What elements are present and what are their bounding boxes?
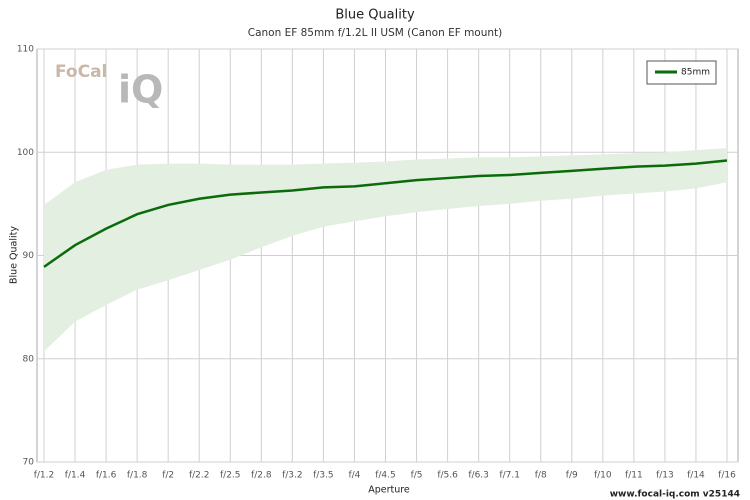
x-tick-label: f/1.2 [34,471,55,481]
y-tick-label: 110 [17,45,34,55]
x-tick-label: f/3.5 [313,471,334,481]
x-tick-label: f/13 [656,471,674,481]
logo-text: FoCal [55,62,107,82]
x-tick-label: f/5 [411,471,423,481]
y-tick-label: 100 [17,148,34,158]
x-axis-label: Aperture [368,485,410,496]
x-tick-label: f/14 [687,471,705,481]
x-tick-label: f/1.6 [96,471,117,481]
x-tick-label: f/1.4 [65,471,86,481]
x-tick-label: f/6.3 [468,471,489,481]
logo-text: iQ [118,68,163,112]
range-band [44,148,727,352]
x-tick-label: f/9 [566,471,578,481]
x-tick-label: f/11 [625,471,643,481]
x-tick-label: f/2.5 [220,471,241,481]
legend-box [646,60,717,85]
x-tick-label: f/1.8 [127,471,148,481]
chart-subtitle: Canon EF 85mm f/1.2L II USM (Canon EF mo… [248,27,503,39]
x-tick-label: f/5.6 [437,471,458,481]
x-tick-label: f/4 [348,471,360,481]
x-tick-label: f/2.8 [251,471,272,481]
x-tick-label: f/7.1 [499,471,520,481]
footer: www.focal-iq.com v25144 [610,490,740,500]
chart-title: Blue Quality [335,8,415,23]
series-line [43,159,728,268]
x-tick-label: f/10 [594,471,612,481]
legend-label: 85mm [681,68,710,78]
x-tick-label: f/8 [535,471,547,481]
y-axis-label: Blue Quality [9,226,20,284]
x-tick-label: f/2.2 [189,471,210,481]
x-tick-label: f/4.5 [375,471,396,481]
x-tick-label: f/3.2 [282,471,303,481]
x-tick-label: f/2 [162,471,174,481]
y-tick-label: 90 [23,251,35,261]
y-tick-label: 80 [23,354,35,364]
x-tick-label: f/16 [718,471,736,481]
y-tick-label: 70 [23,458,35,468]
